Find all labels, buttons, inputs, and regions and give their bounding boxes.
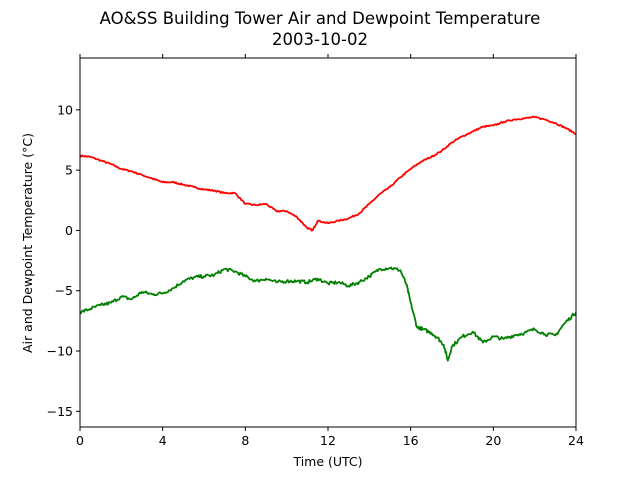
series-line-2 — [79, 266, 577, 362]
y-tick-label: −5 — [55, 283, 73, 298]
axes-frame — [79, 57, 577, 428]
x-tick-label: 16 — [403, 433, 419, 448]
x-tick-label: 20 — [485, 433, 501, 448]
y-tick-label: 10 — [57, 102, 73, 117]
y-tick-label: 5 — [65, 163, 73, 178]
x-tick-label: 4 — [159, 433, 167, 448]
y-tick-label: −15 — [47, 404, 73, 419]
x-tick-label: 24 — [568, 433, 584, 448]
ticks-layer: 0 4 8 12 16 20 24 −15 −10 −5 0 5 10 — [47, 54, 584, 448]
x-axis-label: Time (UTC) — [292, 454, 362, 469]
series-line-1 — [79, 115, 577, 232]
y-tick-label: −10 — [47, 344, 73, 359]
plot-area: 0 4 8 12 16 20 24 −15 −10 −5 0 5 10 — [47, 54, 584, 448]
y-tick-label: 0 — [65, 223, 73, 238]
chart-subtitle: 2003-10-02 — [272, 30, 368, 49]
x-tick-label: 8 — [241, 433, 249, 448]
y-axis-label: Air and Dewpoint Temperature (°C) — [20, 133, 35, 353]
x-tick-label: 0 — [76, 433, 84, 448]
x-tick-label: 12 — [320, 433, 336, 448]
series-layer — [79, 115, 577, 362]
chart-title: AO&SS Building Tower Air and Dewpoint Te… — [100, 9, 541, 28]
